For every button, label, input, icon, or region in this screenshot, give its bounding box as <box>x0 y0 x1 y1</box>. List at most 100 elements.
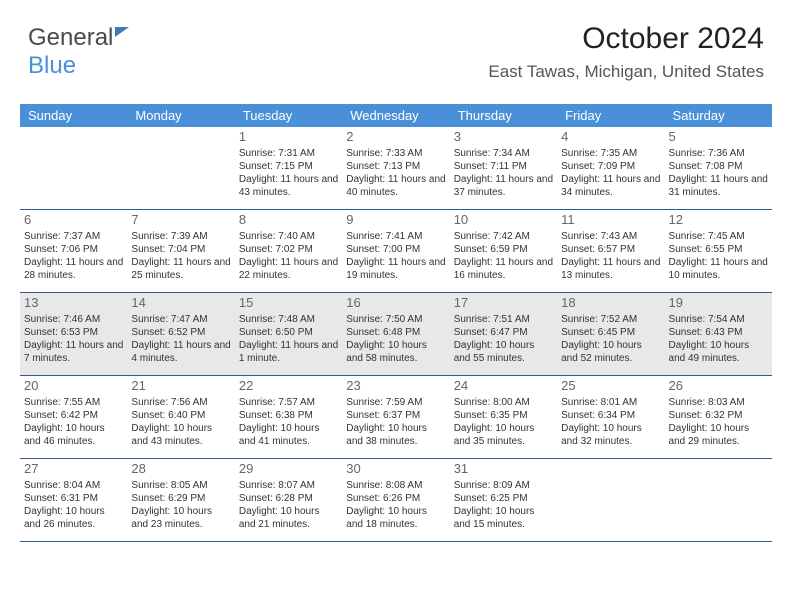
calendar-cell: 11Sunrise: 7:43 AMSunset: 6:57 PMDayligh… <box>557 210 664 292</box>
daylight-text: Daylight: 11 hours and 16 minutes. <box>454 256 553 282</box>
calendar-cell: 19Sunrise: 7:54 AMSunset: 6:43 PMDayligh… <box>665 293 772 375</box>
page-title: October 2024 <box>488 22 764 56</box>
day-number: 20 <box>24 378 123 395</box>
calendar-cell: 9Sunrise: 7:41 AMSunset: 7:00 PMDaylight… <box>342 210 449 292</box>
day-number: 25 <box>561 378 660 395</box>
daylight-text: Daylight: 11 hours and 25 minutes. <box>131 256 230 282</box>
sunrise-text: Sunrise: 7:47 AM <box>131 313 230 326</box>
sunrise-text: Sunrise: 8:01 AM <box>561 396 660 409</box>
day-number: 11 <box>561 212 660 229</box>
sunrise-text: Sunrise: 7:43 AM <box>561 230 660 243</box>
daylight-text: Daylight: 10 hours and 38 minutes. <box>346 422 445 448</box>
calendar-cell: 24Sunrise: 8:00 AMSunset: 6:35 PMDayligh… <box>450 376 557 458</box>
sunset-text: Sunset: 6:52 PM <box>131 326 230 339</box>
calendar-week-row: 1Sunrise: 7:31 AMSunset: 7:15 PM Daylight… <box>20 127 772 210</box>
brand-logo: General Blue <box>28 24 129 80</box>
sunrise-text: Sunrise: 7:51 AM <box>454 313 553 326</box>
sunrise-text: Sunrise: 7:59 AM <box>346 396 445 409</box>
sunset-text: Sunset: 7:09 PM <box>561 160 660 173</box>
calendar-cell: 18Sunrise: 7:52 AMSunset: 6:45 PMDayligh… <box>557 293 664 375</box>
sunset-text: Sunset: 6:53 PM <box>24 326 123 339</box>
sunrise-text: Sunrise: 7:52 AM <box>561 313 660 326</box>
calendar-cell <box>557 459 664 541</box>
sunrise-text: Sunrise: 7:31 AM <box>239 147 338 160</box>
sunset-text: Sunset: 7:15 PM <box>239 160 338 173</box>
day-number: 14 <box>131 295 230 312</box>
calendar-week-row: 13Sunrise: 7:46 AMSunset: 6:53 PMDayligh… <box>20 293 772 376</box>
daylight-text: Daylight: 10 hours and 52 minutes. <box>561 339 660 365</box>
sunset-text: Sunset: 6:32 PM <box>669 409 768 422</box>
calendar-cell: 16Sunrise: 7:50 AMSunset: 6:48 PMDayligh… <box>342 293 449 375</box>
sunset-text: Sunset: 6:28 PM <box>239 492 338 505</box>
day-number: 1 <box>239 129 338 146</box>
daylight-text: Daylight: 11 hours and 13 minutes. <box>561 256 660 282</box>
sunset-text: Sunset: 7:06 PM <box>24 243 123 256</box>
calendar-cell: 6Sunrise: 7:37 AMSunset: 7:06 PMDaylight… <box>20 210 127 292</box>
day-header: Sunday <box>20 104 127 127</box>
daylight-text: Daylight: 10 hours and 49 minutes. <box>669 339 768 365</box>
daylight-text: Daylight: 10 hours and 58 minutes. <box>346 339 445 365</box>
sunset-text: Sunset: 6:26 PM <box>346 492 445 505</box>
sunrise-text: Sunrise: 7:45 AM <box>669 230 768 243</box>
daylight-text: Daylight: 11 hours and 1 minute. <box>239 339 338 365</box>
sunrise-text: Sunrise: 7:42 AM <box>454 230 553 243</box>
day-number: 3 <box>454 129 553 146</box>
day-header: Tuesday <box>235 104 342 127</box>
daylight-text: Daylight: 10 hours and 46 minutes. <box>24 422 123 448</box>
day-number: 23 <box>346 378 445 395</box>
sunrise-text: Sunrise: 8:03 AM <box>669 396 768 409</box>
header-right: October 2024 East Tawas, Michigan, Unite… <box>488 22 764 82</box>
sunset-text: Sunset: 7:13 PM <box>346 160 445 173</box>
day-number: 28 <box>131 461 230 478</box>
day-number: 4 <box>561 129 660 146</box>
sunset-text: Sunset: 6:37 PM <box>346 409 445 422</box>
sunrise-text: Sunrise: 7:54 AM <box>669 313 768 326</box>
day-number: 15 <box>239 295 338 312</box>
calendar-table: SundayMondayTuesdayWednesdayThursdayFrid… <box>20 104 772 542</box>
calendar-cell <box>20 127 127 209</box>
daylight-text: Daylight: 11 hours and 28 minutes. <box>24 256 123 282</box>
sunset-text: Sunset: 6:57 PM <box>561 243 660 256</box>
sunset-text: Sunset: 6:25 PM <box>454 492 553 505</box>
calendar-cell: 2Sunrise: 7:33 AMSunset: 7:13 PMDaylight… <box>342 127 449 209</box>
calendar-cell: 30Sunrise: 8:08 AMSunset: 6:26 PMDayligh… <box>342 459 449 541</box>
sunset-text: Sunset: 7:04 PM <box>131 243 230 256</box>
day-number: 24 <box>454 378 553 395</box>
calendar-cell: 28Sunrise: 8:05 AMSunset: 6:29 PMDayligh… <box>127 459 234 541</box>
calendar-cell: 25Sunrise: 8:01 AMSunset: 6:34 PMDayligh… <box>557 376 664 458</box>
sunset-text: Sunset: 6:40 PM <box>131 409 230 422</box>
sunset-text: Sunset: 6:31 PM <box>24 492 123 505</box>
daylight-text: Daylight: 11 hours and 7 minutes. <box>24 339 123 365</box>
logo-text-1: General <box>28 24 113 51</box>
sunrise-text: Sunrise: 7:56 AM <box>131 396 230 409</box>
daylight-text: Daylight: 11 hours and 37 minutes. <box>454 173 553 199</box>
sunrise-text: Sunrise: 7:50 AM <box>346 313 445 326</box>
sunset-text: Sunset: 7:00 PM <box>346 243 445 256</box>
sunrise-text: Sunrise: 7:55 AM <box>24 396 123 409</box>
day-number: 18 <box>561 295 660 312</box>
sunset-text: Sunset: 6:48 PM <box>346 326 445 339</box>
sunset-text: Sunset: 6:42 PM <box>24 409 123 422</box>
day-header: Saturday <box>665 104 772 127</box>
daylight-text: Daylight: 11 hours and 22 minutes. <box>239 256 338 282</box>
daylight-text: Daylight: 10 hours and 21 minutes. <box>239 505 338 531</box>
calendar-header-row: SundayMondayTuesdayWednesdayThursdayFrid… <box>20 104 772 127</box>
day-number: 2 <box>346 129 445 146</box>
day-number: 30 <box>346 461 445 478</box>
daylight-text: Daylight: 11 hours and 31 minutes. <box>669 173 768 199</box>
day-number: 22 <box>239 378 338 395</box>
sunrise-text: Sunrise: 7:46 AM <box>24 313 123 326</box>
calendar-cell: 13Sunrise: 7:46 AMSunset: 6:53 PMDayligh… <box>20 293 127 375</box>
calendar-cell: 22Sunrise: 7:57 AMSunset: 6:38 PMDayligh… <box>235 376 342 458</box>
day-number: 17 <box>454 295 553 312</box>
sunset-text: Sunset: 6:29 PM <box>131 492 230 505</box>
sunrise-text: Sunrise: 8:08 AM <box>346 479 445 492</box>
calendar-week-row: 27Sunrise: 8:04 AMSunset: 6:31 PMDayligh… <box>20 459 772 542</box>
sunset-text: Sunset: 6:45 PM <box>561 326 660 339</box>
day-number: 16 <box>346 295 445 312</box>
daylight-text: Daylight: 10 hours and 32 minutes. <box>561 422 660 448</box>
daylight-text: Daylight: 10 hours and 35 minutes. <box>454 422 553 448</box>
sunset-text: Sunset: 6:55 PM <box>669 243 768 256</box>
daylight-text: Daylight: 11 hours and 19 minutes. <box>346 256 445 282</box>
calendar-cell: 31Sunrise: 8:09 AMSunset: 6:25 PMDayligh… <box>450 459 557 541</box>
